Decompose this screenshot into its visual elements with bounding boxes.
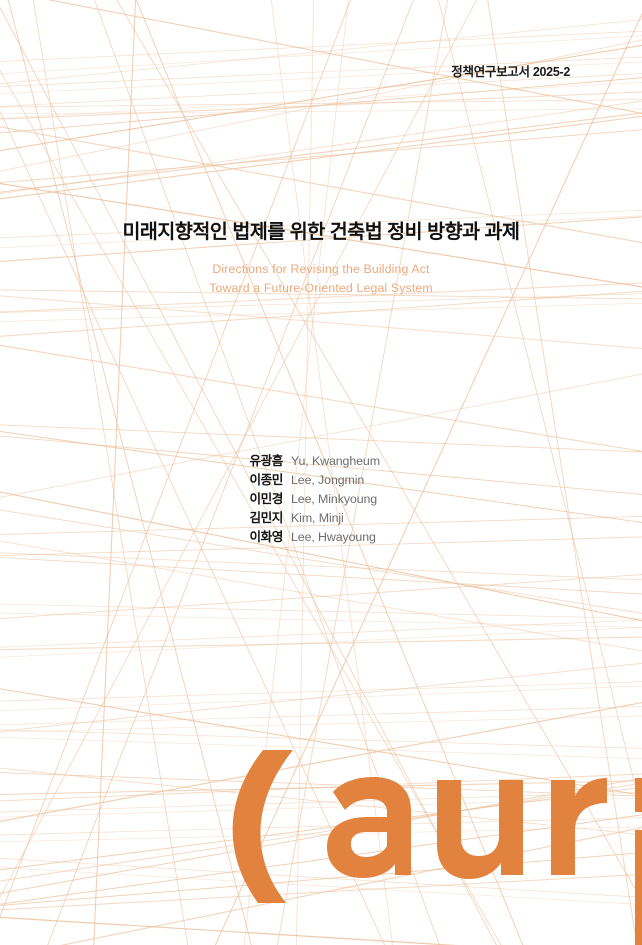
author-row: 이민경 Lee, Minkyoung <box>221 493 421 506</box>
author-name-korean: 유광흠 <box>249 454 283 468</box>
series-label: 정책연구보고서 2025-2 <box>451 65 570 79</box>
page-subtitle-english: Directions for Revising the Building Act… <box>0 260 642 296</box>
author-name-romanized: Lee, Jongmin <box>291 473 365 488</box>
auri-logo-glyphs <box>232 750 642 945</box>
author-name-korean: 김민지 <box>249 511 283 526</box>
page-subtitle-line-2: Toward a Future-Oriented Legal System <box>209 280 433 295</box>
author-row: 김민지 Kim, Minji <box>221 512 421 525</box>
page-subtitle-line-1: Directions for Revising the Building Act <box>212 262 430 277</box>
author-name-korean: 이화영 <box>249 530 283 545</box>
author-name-romanized: Lee, Hwayoung <box>291 530 376 545</box>
author-name-romanized: Yu, Kwangheum <box>291 454 380 468</box>
author-list: 유광흠 Yu, Kwangheum 이종민 Lee, Jongmin 이민경 Lee, M… <box>0 455 642 550</box>
author-row: 이종민 Lee, Jongmin <box>221 474 421 487</box>
page-title-korean: 미래지향적인 법제를 위한 건축법 정비 방향과 과제 <box>122 221 520 243</box>
auri-logo <box>0 745 642 945</box>
author-name-korean: 이민경 <box>249 492 283 507</box>
title-block: 미래지향적인 법제를 위한 건축법 정비 방향과 과제 Directions f… <box>0 219 642 297</box>
author-name-romanized: Kim, Minji <box>291 511 344 526</box>
author-name-korean: 이종민 <box>249 473 283 488</box>
author-row: 유광흠 Yu, Kwangheum <box>221 455 421 468</box>
author-row: 이화영 Lee, Hwayoung <box>221 531 421 544</box>
author-name-romanized: Lee, Minkyoung <box>291 492 378 507</box>
